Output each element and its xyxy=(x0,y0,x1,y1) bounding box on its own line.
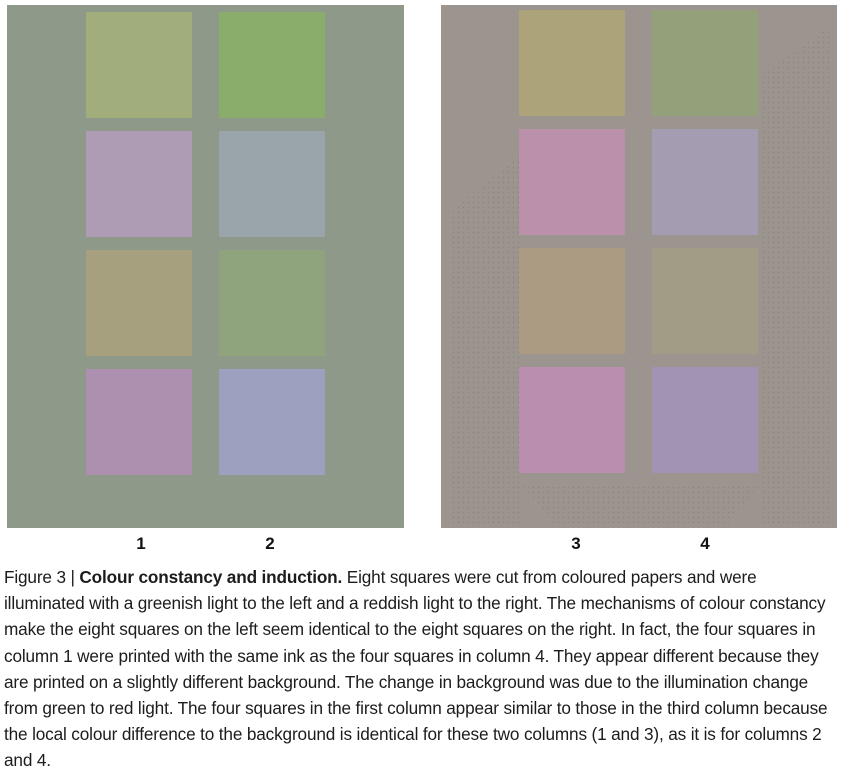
texture-region xyxy=(451,155,521,525)
square-col1-row2 xyxy=(86,131,192,237)
column-label-1: 1 xyxy=(136,534,146,553)
caption-body: Eight squares were cut from coloured pap… xyxy=(4,567,828,771)
square-col3-row1 xyxy=(519,10,625,116)
column-label-2: 2 xyxy=(265,534,275,553)
square-col2-row3 xyxy=(219,250,325,356)
left-illumination-panel xyxy=(7,5,404,528)
square-col2-row2 xyxy=(219,131,325,237)
square-col4-row1 xyxy=(652,10,758,116)
square-col3-row4 xyxy=(519,367,625,473)
caption-title: Colour constancy and induction. xyxy=(79,567,343,587)
square-col4-row3 xyxy=(652,248,758,354)
square-col1-row1 xyxy=(86,12,192,118)
square-col2-row4 xyxy=(219,369,325,475)
texture-region xyxy=(521,485,761,527)
figure-caption: Figure 3 | Colour constancy and inductio… xyxy=(4,564,838,774)
square-col4-row4 xyxy=(652,367,758,473)
square-col4-row2 xyxy=(652,129,758,235)
caption-prefix: Figure 3 | xyxy=(4,567,80,587)
texture-region xyxy=(761,25,833,525)
column-label-4: 4 xyxy=(700,534,710,553)
square-col1-row3 xyxy=(86,250,192,356)
square-col2-row1 xyxy=(219,12,325,118)
square-col3-row2 xyxy=(519,129,625,235)
square-col1-row4 xyxy=(86,369,192,475)
right-illumination-panel xyxy=(441,5,837,528)
column-label-3: 3 xyxy=(571,534,581,553)
square-col3-row3 xyxy=(519,248,625,354)
